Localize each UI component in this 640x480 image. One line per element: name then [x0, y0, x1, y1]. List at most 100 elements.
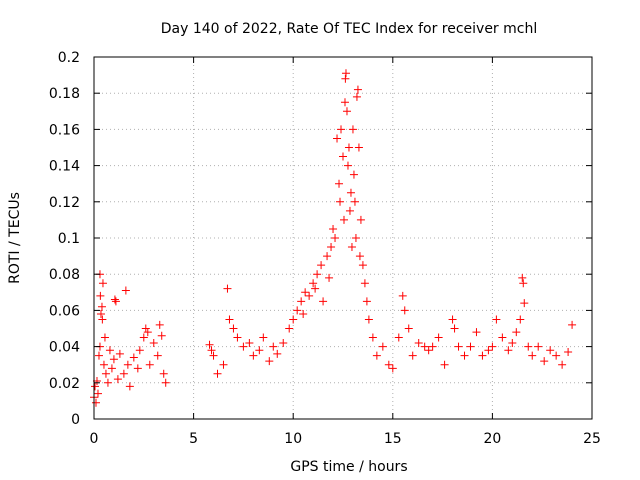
data-point — [519, 279, 528, 288]
data-point — [97, 302, 106, 311]
data-point — [103, 378, 112, 387]
data-point — [428, 342, 437, 351]
data-point — [311, 284, 320, 293]
data-point — [309, 279, 318, 288]
data-point — [351, 234, 360, 242]
y-tick-label: 0.16 — [49, 122, 80, 138]
data-point — [269, 342, 278, 351]
data-point — [301, 288, 310, 297]
data-point — [305, 291, 314, 300]
data-point — [342, 107, 351, 116]
data-point — [345, 206, 354, 215]
data-point — [460, 351, 469, 360]
x-tick-label: 25 — [583, 431, 601, 447]
data-point — [355, 252, 364, 261]
x-tick-label: 0 — [90, 431, 99, 447]
data-point — [552, 351, 561, 360]
data-point — [289, 315, 298, 324]
y-tick-label: 0.02 — [49, 376, 80, 392]
data-point — [358, 261, 367, 270]
x-tick-label: 5 — [189, 431, 198, 447]
data-point — [350, 197, 359, 206]
data-point — [233, 333, 242, 342]
data-point — [293, 306, 302, 315]
data-point — [331, 234, 340, 242]
data-point — [364, 315, 373, 324]
data-point — [466, 342, 475, 351]
data-point — [408, 351, 417, 360]
data-point — [143, 328, 152, 337]
data-point — [518, 273, 527, 282]
data-point — [219, 360, 228, 369]
data-point — [323, 252, 332, 261]
data-point — [340, 98, 349, 107]
data-point — [546, 346, 555, 355]
data-point — [368, 333, 377, 342]
data-point — [113, 375, 122, 384]
data-point — [348, 125, 357, 134]
data-point — [153, 351, 162, 360]
data-point — [91, 398, 100, 407]
data-point — [568, 320, 577, 329]
data-point — [528, 351, 537, 360]
data-point — [325, 273, 334, 282]
data-point — [319, 297, 328, 306]
data-point — [121, 286, 130, 295]
data-point — [98, 279, 107, 288]
data-point — [341, 74, 350, 83]
chart-title: Day 140 of 2022, Rate Of TEC Index for r… — [161, 21, 537, 37]
data-point — [333, 134, 342, 143]
data-point — [398, 291, 407, 300]
data-point — [349, 170, 358, 179]
data-point — [110, 295, 119, 304]
data-point — [488, 342, 497, 351]
y-tick-label: 0 — [71, 412, 80, 428]
data-point — [109, 355, 118, 364]
data-point — [337, 125, 346, 134]
data-point — [157, 331, 166, 340]
data-point — [448, 315, 457, 324]
data-point — [434, 333, 443, 342]
data-point — [558, 360, 567, 369]
data-point — [255, 346, 264, 355]
data-point — [335, 179, 344, 188]
data-point — [229, 324, 238, 333]
data-point — [564, 348, 573, 357]
data-point — [534, 342, 543, 351]
data-point — [372, 351, 381, 360]
data-point — [209, 351, 218, 360]
x-tick-label: 20 — [483, 431, 501, 447]
data-point — [344, 143, 353, 152]
data-point — [259, 333, 268, 342]
y-tick-label: 0.14 — [49, 159, 80, 175]
data-point — [388, 364, 397, 373]
data-point — [205, 340, 214, 349]
data-point — [484, 346, 493, 355]
data-point — [404, 324, 413, 333]
data-point — [352, 92, 361, 101]
data-point — [145, 360, 154, 369]
data-point — [414, 338, 423, 347]
data-point — [400, 306, 409, 315]
x-tick-label: 15 — [384, 431, 402, 447]
data-point — [362, 297, 371, 306]
y-tick-label: 0.1 — [58, 231, 80, 247]
data-points — [90, 69, 577, 407]
data-point — [225, 315, 234, 324]
axis-ticks: 0 5 10 15 20 25 0 0.02 0.04 0.06 0.08 0.1 0.12 0.14 0.… — [49, 50, 601, 447]
data-point — [98, 315, 107, 324]
data-point — [339, 152, 347, 161]
data-point — [512, 328, 521, 337]
data-point — [540, 357, 549, 366]
data-point — [329, 224, 338, 233]
data-point — [478, 351, 487, 360]
data-point — [96, 291, 105, 300]
data-point — [94, 351, 103, 360]
data-point — [139, 333, 148, 342]
data-point — [384, 360, 393, 369]
data-point — [299, 310, 308, 319]
y-tick-label: 0.04 — [49, 340, 80, 356]
data-point — [378, 342, 387, 351]
data-point — [149, 338, 158, 347]
